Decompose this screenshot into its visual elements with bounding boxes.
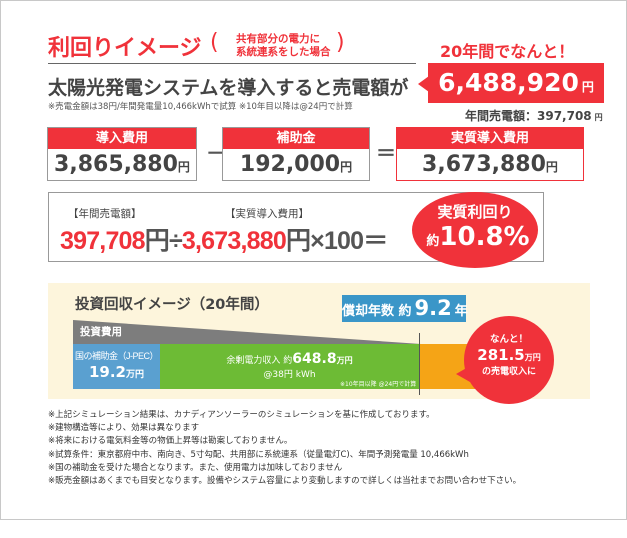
footnote: ※建物構造等により、効果は異なります (48, 423, 200, 434)
footnote: ※試算条件：東京都府中市、南向き、5寸勾配、共用部に系統連系（従量電灯C)、年間… (48, 449, 469, 460)
total-lead: 20年間でなんと！ (440, 42, 575, 61)
payback-title: 投資回収イメージ（20年間） (75, 297, 269, 313)
paren-close: ) (336, 30, 345, 55)
yield-prefix: 約 (426, 234, 440, 249)
bubble-tail: の売電収入に (481, 367, 536, 377)
income-bar: 余剰電力収入 約648.8万円 @38円 kWh (160, 344, 419, 389)
total-amount: 6,488,920 (438, 68, 579, 97)
net-cost-box: 実質導入費用 3,673,880円 (396, 127, 584, 181)
formula-annual-value: 397,708 (60, 227, 146, 255)
annual-sales-unit: 円 (594, 113, 603, 122)
headline: 太陽光発電システムを導入すると売電額が (48, 77, 409, 99)
title-divider (48, 63, 416, 64)
subsidy-bar: 国の補助金（J-PEC） 19.2万円 (73, 344, 160, 389)
footnote: ※販売金額はあくまでも目安となります。設備やシステム容量により変動しますので詳し… (48, 476, 522, 487)
income-label: 余剰電力収入 約 (226, 356, 293, 366)
yen-unit: 円 (340, 160, 353, 174)
total-amount-box: 6,488,920 円 (428, 63, 604, 103)
subtitle-line2: 系統連系をした場合 (236, 46, 331, 58)
income-unit: 万円 (336, 356, 353, 365)
formula-annual-label: 【年間売電額】 (68, 208, 142, 220)
badge-label: 償却年数 約 (342, 304, 412, 319)
subsidy-value: 192,000 (239, 152, 341, 177)
total-unit: 円 (581, 80, 594, 94)
subsidy-box: 補助金 192,000円 (222, 127, 370, 181)
yield-value: 10.8% (439, 222, 530, 252)
annual-sales-label: 年間売電額：397,708 (465, 109, 592, 123)
cost-triangle (73, 320, 421, 344)
intro-cost-label: 導入費用 (48, 128, 196, 149)
yield-label: 実質利回り (437, 203, 513, 221)
subtitle-line1: 共有部分の電力に (236, 33, 320, 45)
footnote: ※将来における電気料金等の物価上昇等は勘案しておりません。 (48, 436, 293, 447)
yen-unit: 円 (545, 160, 558, 174)
minus-sign: － (206, 141, 226, 165)
income-bubble: なんと！ 281.5万円 の売電収入に (464, 316, 554, 404)
payback-line (419, 333, 420, 395)
net-cost-value: 3,673,880 (422, 152, 546, 177)
bubble-lead: なんと！ (489, 334, 528, 345)
times-100-equals: ×100＝ (310, 227, 388, 255)
yen-unit: 円 (177, 160, 190, 174)
footnote: ※上記シミュレーション結果は、カナディアンソーラーのシミュレーションを基に作成し… (48, 410, 435, 420)
net-cost-label: 実質導入費用 (397, 128, 583, 149)
intro-cost-value: 3,865,880 (54, 152, 178, 177)
bubble-value: 281.5 (477, 346, 525, 364)
payback-years-badge: 償却年数 約 9.2 年 (342, 295, 468, 322)
formula-net-label: 【実質導入費用】 (225, 208, 309, 220)
formula-expression: 397,708円÷3,673,880円×100＝ (60, 221, 388, 257)
annual-sales: 年間売電額：397,708 円 (465, 107, 603, 124)
equals-sign: ＝ (376, 141, 396, 165)
income-note: ※10年目以降 @24円で計算 (340, 381, 417, 388)
cost-label: 投資費用 (80, 326, 122, 338)
badge-unit: 年 (454, 304, 468, 319)
formula-net-value: 3,673,880 (181, 227, 287, 255)
section-title: 利回りイメージ (48, 36, 202, 61)
footnote: ※国の補助金を受けた場合となります。また、使用電力は加味しておりません (48, 462, 343, 473)
paren-open: ( (210, 30, 219, 55)
section-subtitle: 共有部分の電力に 系統連系をした場合 (236, 33, 331, 59)
subsidy-bar-value: 19.2 (88, 363, 126, 381)
subsidy-bar-unit: 万円 (126, 370, 145, 380)
income-value: 648.8 (292, 351, 337, 367)
divide-sign: ÷ (168, 227, 183, 255)
intro-cost-box: 導入費用 3,865,880円 (47, 127, 197, 181)
income-rate: @38円 kWh (263, 370, 316, 380)
callout-pointer (418, 76, 429, 92)
headline-note: ※売電金額は38円/年間発電量10,466kWhで試算 ※10年目以降は@24円… (48, 102, 353, 112)
badge-value: 9.2 (414, 296, 452, 320)
yen-unit: 円 (285, 227, 311, 255)
yield-ellipse: 実質利回り 約10.8% (412, 192, 538, 268)
footnotes: ※上記シミュレーション結果は、カナディアンソーラーのシミュレーションを基に作成し… (48, 409, 521, 488)
subsidy-bar-label: 国の補助金（J-PEC） (74, 351, 159, 361)
yen-unit: 円 (144, 227, 170, 255)
bubble-unit: 万円 (524, 353, 541, 362)
cost-wedge (73, 320, 421, 344)
subsidy-label: 補助金 (223, 128, 369, 149)
